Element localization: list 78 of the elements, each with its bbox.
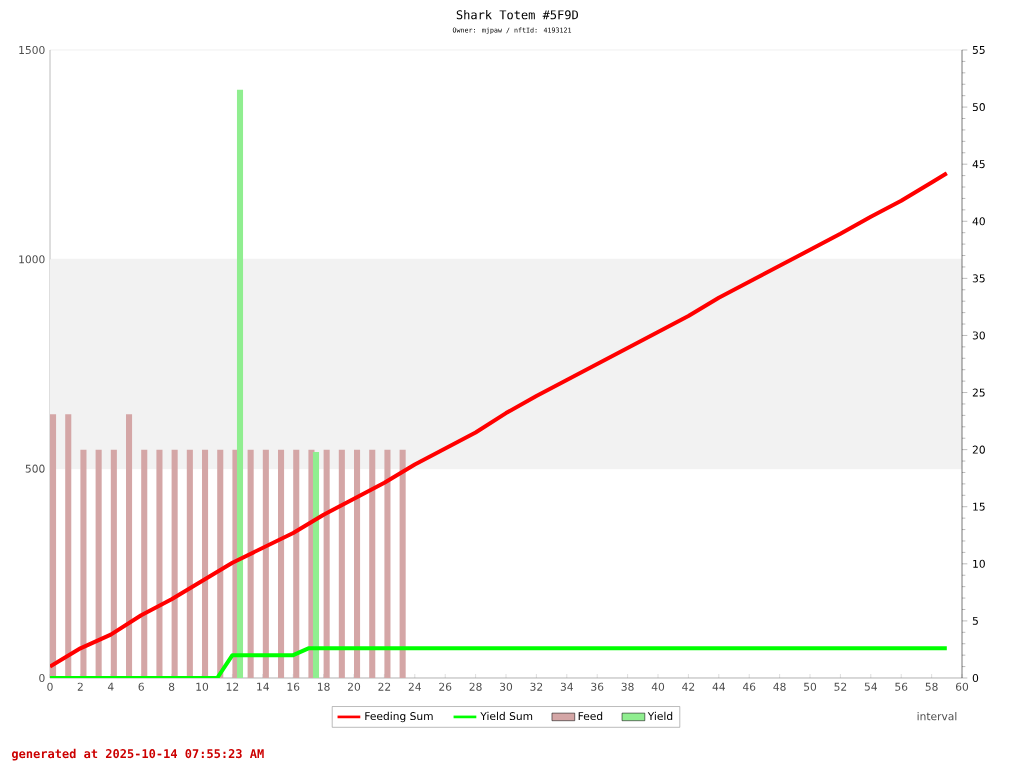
x-tick-label: 30 bbox=[500, 682, 513, 691]
x-tick-label: 34 bbox=[560, 682, 573, 691]
y2-tick-label: 10 bbox=[973, 559, 985, 568]
x-tick-label: 4 bbox=[107, 682, 114, 691]
x-tick-label: 2 bbox=[77, 682, 83, 691]
x-tick-label: 24 bbox=[408, 682, 421, 691]
x-tick-label: 32 bbox=[530, 682, 543, 691]
x-tick-label: 56 bbox=[895, 682, 908, 691]
legend-label: Feeding Sum bbox=[365, 711, 433, 723]
x-tick-label: 38 bbox=[621, 682, 634, 691]
y2-tick-label: 5 bbox=[972, 616, 978, 625]
y2-tick-label: 50 bbox=[972, 103, 985, 112]
y2-tick-label: 35 bbox=[972, 274, 985, 283]
y-tick-label: 0 bbox=[39, 673, 45, 683]
x-tick-label: 36 bbox=[591, 682, 604, 691]
legend-label: Yield Sum bbox=[480, 711, 533, 721]
bar bbox=[338, 449, 345, 678]
x-tick-label: 20 bbox=[347, 682, 361, 691]
x-tick-label: 12 bbox=[226, 682, 239, 691]
legend-label: Yield bbox=[647, 711, 673, 721]
x-tick-label: 0 bbox=[47, 682, 53, 691]
bar bbox=[156, 449, 163, 678]
bar bbox=[110, 449, 117, 678]
x-axis-title: interval bbox=[917, 712, 957, 721]
y2-tick-label: 25 bbox=[972, 388, 985, 397]
y2-tick-label: 40 bbox=[972, 217, 985, 226]
legend-label: Feed bbox=[578, 711, 603, 721]
x-tick-label: 58 bbox=[925, 682, 938, 691]
x-tick-label: 42 bbox=[682, 682, 695, 691]
bar bbox=[171, 449, 178, 678]
bar bbox=[369, 449, 376, 678]
y-tick-label: 1000 bbox=[19, 255, 45, 264]
bar bbox=[217, 449, 224, 678]
bar bbox=[95, 449, 102, 678]
bar bbox=[65, 414, 72, 678]
bar bbox=[202, 449, 209, 678]
bar bbox=[293, 449, 300, 678]
x-tick-label: 18 bbox=[317, 682, 330, 691]
bar bbox=[50, 414, 57, 678]
bar bbox=[186, 449, 193, 678]
x-tick-label: 22 bbox=[378, 682, 391, 691]
x-tick-label: 10 bbox=[196, 682, 209, 691]
text: generated at 2025-10-14 07:55:23 AM bbox=[11, 748, 264, 761]
bar bbox=[278, 449, 285, 678]
bar bbox=[126, 414, 133, 678]
bar bbox=[323, 449, 330, 678]
bar bbox=[141, 449, 148, 678]
x-tick-label: 52 bbox=[834, 682, 847, 691]
bar bbox=[399, 449, 406, 678]
x-tick-label: 48 bbox=[773, 682, 786, 691]
bar bbox=[312, 451, 320, 678]
x-tick-label: 60 bbox=[955, 682, 969, 691]
bar bbox=[247, 449, 254, 678]
y2-tick-label: 45 bbox=[972, 160, 985, 169]
y2-tick-label: 0 bbox=[972, 673, 979, 683]
chart-title: Shark Totem #5F9D bbox=[456, 10, 578, 20]
y2-tick-label: 30 bbox=[972, 331, 985, 340]
y2-tick-label: 55 bbox=[972, 46, 985, 54]
x-tick-label: 54 bbox=[864, 682, 877, 691]
x-tick-label: 14 bbox=[257, 682, 269, 691]
x-tick-label: 6 bbox=[138, 682, 144, 691]
bar bbox=[80, 449, 87, 678]
bar bbox=[236, 89, 244, 678]
y-tick-label: 500 bbox=[25, 464, 45, 473]
x-tick-label: 8 bbox=[168, 682, 175, 691]
x-tick-label: 50 bbox=[804, 682, 817, 691]
x-tick-label: 16 bbox=[287, 682, 300, 691]
bar bbox=[384, 449, 391, 678]
x-tick-label: 46 bbox=[742, 682, 756, 691]
x-tick-label: 44 bbox=[712, 682, 725, 691]
bar bbox=[354, 449, 361, 678]
x-tick-label: 40 bbox=[651, 682, 665, 691]
bar bbox=[262, 449, 269, 678]
y2-tick-label: 15 bbox=[973, 502, 985, 511]
y2-tick-label: 20 bbox=[972, 445, 985, 454]
x-tick-label: 28 bbox=[469, 682, 482, 691]
x-tick-label: 26 bbox=[439, 682, 452, 691]
y-tick-label: 1500 bbox=[19, 45, 45, 55]
